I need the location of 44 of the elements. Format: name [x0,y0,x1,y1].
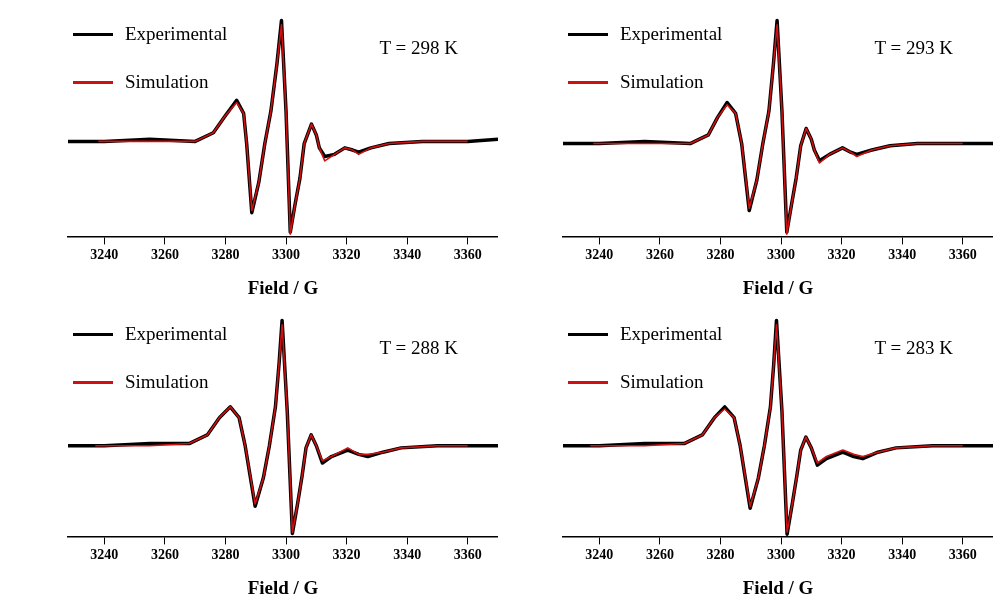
x-tick-label: 3240 [90,247,119,263]
x-axis-title: Field / G [247,576,319,598]
legend-label: Simulation [125,371,209,393]
x-axis-title: Field / G [742,576,814,598]
x-tick-label: 3320 [332,547,361,563]
x-tick-label: 3320 [827,547,856,563]
x-tick-label: 3340 [393,247,422,263]
x-tick-label: 3320 [332,247,361,263]
legend-label: Experimental [620,23,723,45]
x-tick-label: 3320 [827,247,856,263]
x-tick-label: 3360 [948,247,977,263]
x-tick-label: 3280 [706,547,735,563]
annotation: T = 288 K [379,337,459,358]
x-tick-label: 3260 [645,547,674,563]
x-tick-label: 3280 [211,247,240,263]
x-tick-label: 3300 [272,247,301,263]
legend-label: Experimental [620,323,723,345]
legend-label: Simulation [125,71,209,93]
x-tick-label: 3280 [706,247,735,263]
x-tick-label: 3260 [645,247,674,263]
x-axis-title: Field / G [742,276,814,298]
x-tick-label: 3240 [585,247,614,263]
x-tick-label: 3340 [888,247,917,263]
x-tick-label: 3360 [453,247,482,263]
annotation: T = 283 K [874,337,954,358]
annotation: T = 298 K [379,37,459,58]
x-tick-label: 3260 [150,547,179,563]
x-tick-label: 3300 [272,547,301,563]
x-tick-label: 3280 [211,547,240,563]
x-tick-label: 3300 [767,247,796,263]
legend-label: Experimental [125,23,228,45]
x-tick-label: 3300 [767,547,796,563]
legend-label: Simulation [620,371,704,393]
x-axis-title: Field / G [247,276,319,298]
legend-label: Experimental [125,323,228,345]
x-tick-label: 3240 [585,547,614,563]
x-tick-label: 3240 [90,547,119,563]
annotation: T = 293 K [874,37,954,58]
legend-label: Simulation [620,71,704,93]
x-tick-label: 3360 [948,547,977,563]
x-tick-label: 3360 [453,547,482,563]
x-tick-label: 3260 [150,247,179,263]
x-tick-label: 3340 [888,547,917,563]
x-tick-label: 3340 [393,547,422,563]
